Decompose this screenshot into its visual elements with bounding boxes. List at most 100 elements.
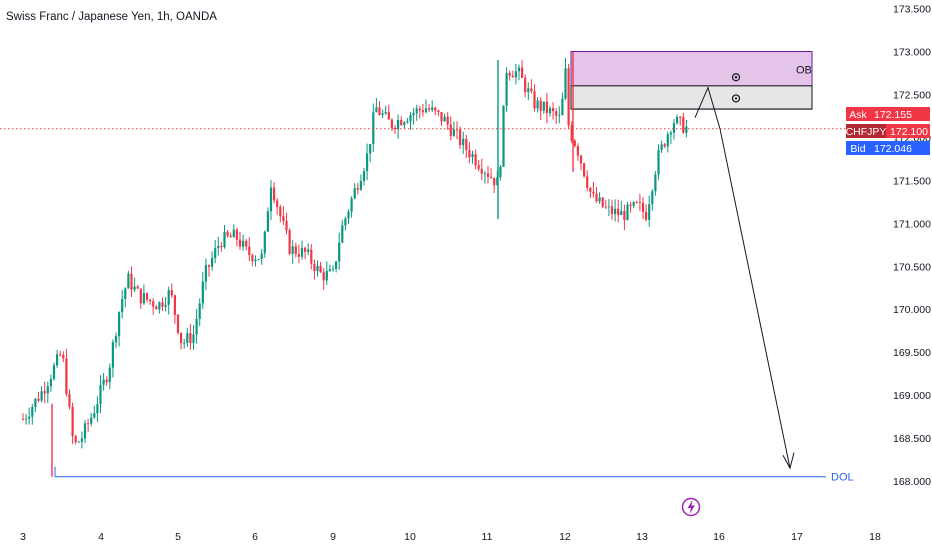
candle-body — [291, 246, 294, 254]
candle-body — [508, 72, 511, 76]
candle-body — [322, 272, 325, 281]
candle-body — [362, 171, 366, 182]
candle-body — [617, 208, 620, 216]
candle-body — [183, 342, 186, 344]
candle-body — [21, 419, 25, 420]
candle-body — [539, 100, 542, 111]
candle-body — [586, 176, 589, 188]
candle-body — [592, 191, 595, 194]
candle-body — [604, 206, 607, 208]
x-tick-label: 12 — [559, 531, 571, 543]
candle-body — [170, 290, 173, 296]
y-tick-label: 173.000 — [893, 47, 931, 59]
candle-body — [486, 173, 490, 177]
candle-body — [273, 187, 276, 201]
candle-body — [666, 134, 669, 147]
candle-body — [282, 216, 285, 221]
x-tick-label: 4 — [98, 531, 104, 543]
candle-body — [300, 247, 304, 257]
candle-body — [576, 146, 579, 156]
target-dot-center — [734, 97, 738, 100]
candle-body — [428, 108, 431, 110]
candle-body — [331, 268, 335, 270]
candle-body — [524, 77, 527, 93]
candle-body — [118, 312, 121, 337]
candle-body — [105, 379, 108, 383]
x-tick-label: 3 — [20, 531, 26, 543]
candle-body — [573, 140, 576, 147]
last-price-tag — [846, 124, 886, 138]
candle-body — [638, 202, 641, 204]
candle-body — [406, 121, 409, 123]
candle-body — [660, 144, 663, 150]
candle-body — [294, 246, 297, 255]
candle-body — [164, 304, 167, 307]
candle-body — [207, 265, 211, 267]
candle-body — [232, 229, 235, 238]
candle-body — [505, 72, 508, 106]
candle-body — [251, 255, 254, 262]
candle-body — [626, 204, 629, 221]
candle-body — [46, 386, 49, 394]
candle-body — [304, 247, 307, 252]
candle-body — [679, 116, 682, 118]
candle-body — [133, 286, 136, 290]
candle-body — [610, 206, 614, 214]
candle-body — [474, 154, 477, 166]
candle-body — [440, 112, 443, 122]
candle-body — [384, 111, 387, 114]
candle-body — [229, 235, 232, 238]
candle-body — [685, 126, 688, 133]
candle-body — [31, 407, 34, 417]
candle-body — [62, 354, 65, 359]
candle-body — [387, 111, 390, 120]
candle-body — [372, 112, 375, 145]
last-price-label: CHFJPY — [846, 126, 887, 138]
chart-title: Swiss Franc / Japanese Yen, 1h, OANDA — [6, 11, 217, 23]
x-tick-label: 13 — [636, 531, 648, 543]
candle-body — [235, 229, 238, 240]
y-tick-label: 171.500 — [893, 175, 931, 187]
candle-body — [403, 122, 406, 126]
candle-body — [59, 354, 62, 356]
candle-body — [127, 273, 130, 289]
bid-price-value: 172.046 — [874, 143, 912, 155]
candle-body — [672, 123, 676, 133]
candle-body — [124, 288, 127, 300]
candle-body — [152, 301, 155, 307]
candle-body — [527, 88, 530, 93]
dol-label: DOL — [831, 472, 854, 484]
candle-body — [421, 110, 424, 113]
candle-body — [356, 188, 359, 190]
target-dot-center — [734, 76, 738, 79]
candle-body — [310, 249, 313, 264]
bid-price-box — [870, 141, 930, 155]
candle-body — [114, 336, 118, 343]
candle-body — [288, 230, 291, 254]
candle-body — [353, 188, 356, 199]
candle-body — [418, 108, 421, 111]
candle-body — [102, 379, 105, 385]
candle-body — [654, 174, 657, 192]
candle-body — [204, 265, 207, 282]
candle-body — [344, 218, 347, 226]
candle-body — [214, 248, 217, 259]
candle-body — [570, 125, 573, 141]
candle-body — [400, 119, 403, 126]
candle-body — [161, 302, 164, 307]
candle-body — [502, 105, 505, 167]
y-tick-label: 168.000 — [893, 476, 931, 488]
candle-body — [43, 391, 46, 394]
projection-arrowhead — [782, 452, 795, 470]
last-price-value: 172.100 — [890, 126, 928, 138]
candle-body — [620, 211, 623, 216]
candle-body — [34, 398, 37, 408]
candle-body — [341, 225, 344, 243]
projection-path — [694, 86, 791, 469]
candle-body — [493, 177, 496, 186]
candle-body — [412, 113, 415, 116]
x-tick-label: 18 — [869, 531, 881, 543]
y-tick-label: 173.500 — [893, 4, 931, 16]
candle-body — [28, 416, 31, 419]
